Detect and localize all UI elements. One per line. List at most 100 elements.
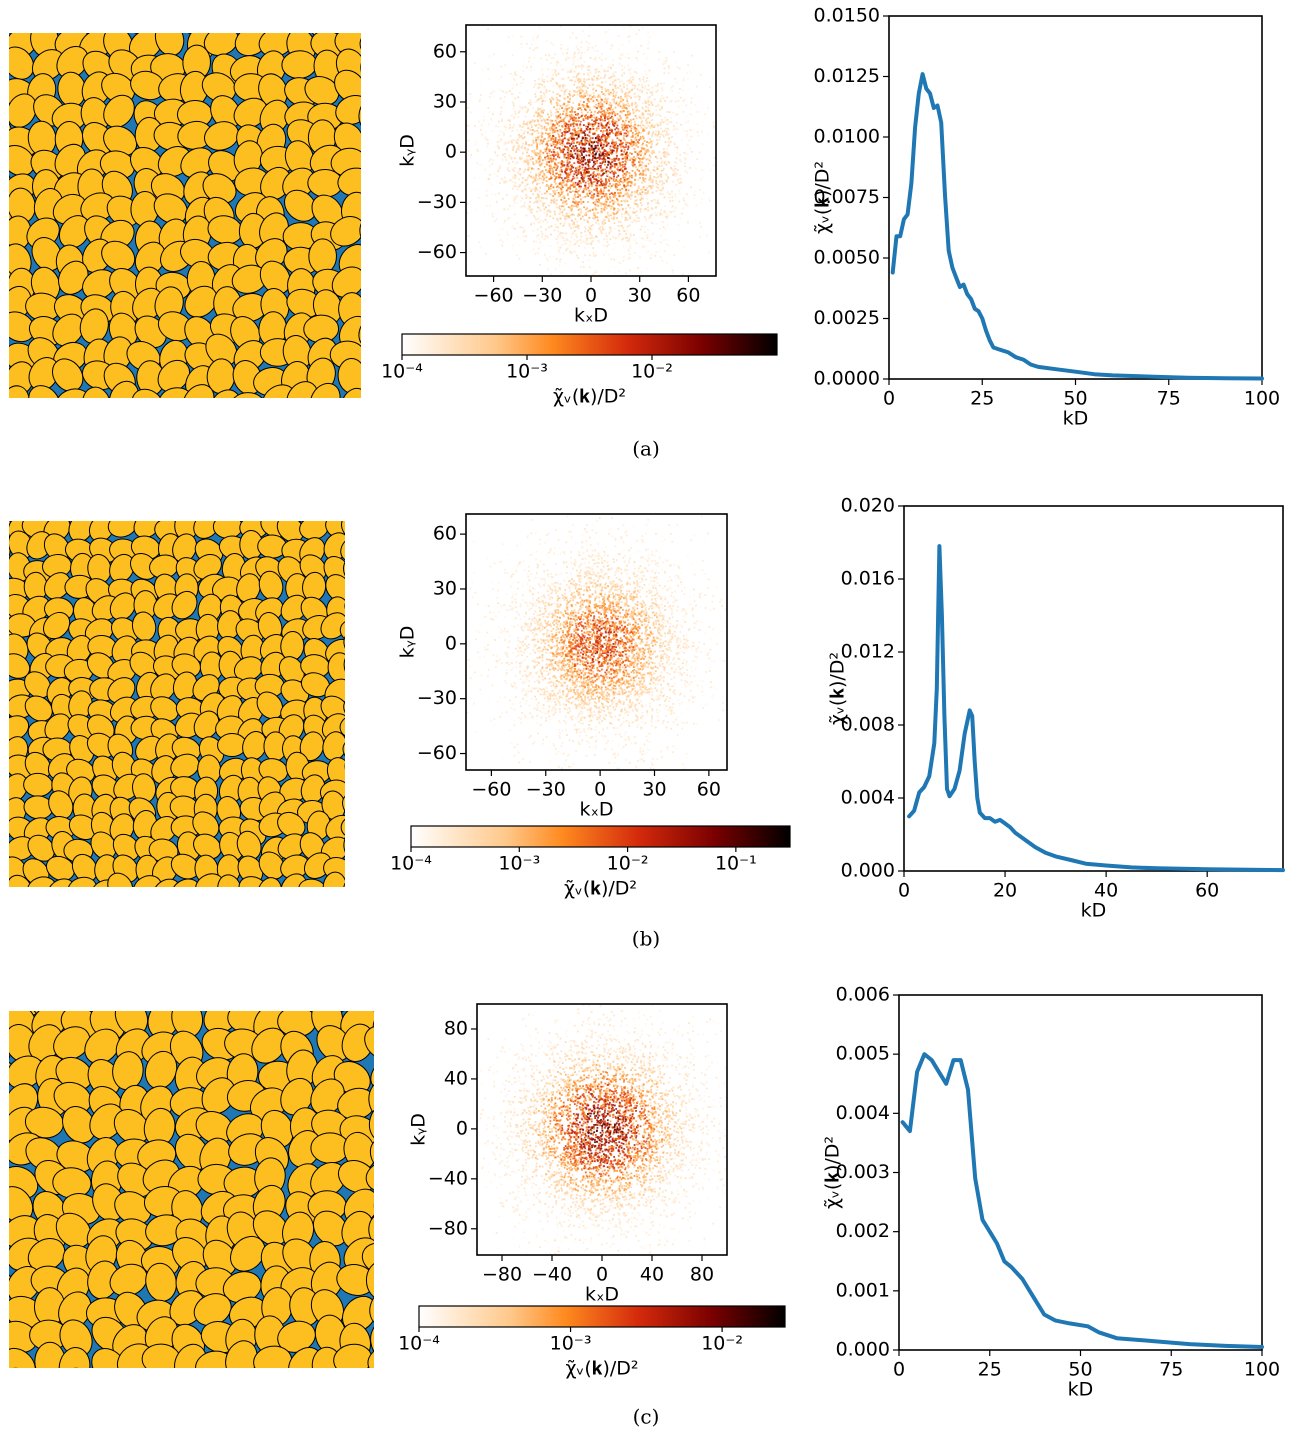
density-dot — [643, 70, 646, 73]
density-dot — [661, 180, 664, 183]
density-dot — [581, 82, 583, 85]
particle — [325, 574, 345, 603]
density-dot — [636, 132, 638, 135]
density-dot — [519, 84, 522, 87]
density-dot — [614, 164, 616, 167]
density-dot — [560, 177, 563, 179]
density-dot — [559, 258, 562, 261]
density-dot — [606, 100, 609, 103]
density-dot — [586, 194, 588, 197]
density-dot — [566, 247, 569, 250]
density-dot — [549, 172, 552, 175]
density-dot — [631, 145, 634, 148]
particle — [131, 888, 163, 923]
density-dot — [494, 151, 497, 154]
density-dot — [533, 177, 536, 180]
density-dot — [596, 200, 599, 203]
density-dot — [550, 233, 552, 236]
particle — [109, 592, 136, 621]
density-dot — [625, 250, 628, 253]
particle — [79, 0, 122, 36]
particle — [321, 491, 353, 519]
density-dot — [530, 167, 533, 170]
density-dot — [664, 119, 667, 122]
density-dot — [650, 181, 653, 183]
density-dot — [652, 131, 655, 133]
density-dot — [486, 139, 489, 142]
density-dot — [623, 150, 626, 153]
density-dot — [549, 164, 552, 167]
density-dot — [650, 187, 653, 190]
density-dot — [584, 143, 586, 146]
density-dot — [615, 198, 618, 200]
density-dot — [637, 187, 640, 190]
density-dot — [451, 173, 453, 175]
density-dot — [648, 99, 650, 102]
density-dot — [613, 193, 616, 196]
density-dot — [582, 266, 585, 269]
density-dot — [626, 53, 629, 55]
density-dot — [646, 244, 649, 247]
density-dot — [662, 182, 664, 185]
density-dot — [667, 71, 670, 74]
density-dot — [559, 25, 562, 28]
density-dot — [564, 122, 567, 124]
particle — [113, 1108, 150, 1145]
density-dot — [620, 200, 623, 203]
density-dot — [566, 151, 569, 154]
particle — [0, 568, 10, 603]
density-dot — [572, 123, 575, 126]
density-dot — [659, 122, 662, 124]
density-dot — [647, 162, 650, 165]
density-dot — [576, 202, 579, 204]
particle — [77, 1364, 125, 1408]
density-dot — [541, 175, 544, 178]
density-dot — [626, 98, 629, 101]
density-dot — [451, 168, 453, 170]
particle — [184, 285, 218, 318]
density-dot — [543, 148, 546, 151]
density-dot — [501, 178, 503, 180]
density-dot — [523, 161, 526, 163]
density-dot — [616, 147, 619, 150]
density-dot — [592, 164, 595, 167]
particle — [311, 1371, 343, 1410]
density-dot — [623, 66, 626, 69]
density-dot — [558, 147, 561, 149]
density-dot — [492, 159, 495, 162]
density-dot — [553, 229, 556, 232]
density-dot — [656, 161, 659, 164]
density-dot — [576, 141, 579, 144]
density-dot — [554, 69, 557, 72]
density-dot — [641, 26, 644, 29]
density-dot — [689, 112, 692, 115]
density-dot — [579, 88, 582, 91]
density-dot — [570, 166, 573, 169]
density-dot — [486, 194, 489, 197]
density-dot — [604, 74, 607, 77]
density-dot — [547, 259, 549, 262]
density-dot — [623, 132, 626, 135]
density-dot — [626, 21, 628, 23]
density-dot — [551, 136, 554, 139]
density-dot — [612, 123, 615, 126]
density-dot — [565, 169, 568, 172]
density-dot — [575, 45, 578, 48]
density-dot — [644, 85, 647, 87]
density-dot — [529, 158, 532, 161]
density-dot — [606, 211, 609, 214]
density-dot — [602, 203, 605, 206]
density-dot — [521, 106, 524, 109]
density-dot — [460, 212, 462, 214]
density-dot — [677, 17, 679, 19]
density-dot — [619, 183, 621, 186]
density-dot — [626, 225, 629, 228]
density-dot — [620, 96, 623, 99]
density-dot — [587, 122, 590, 125]
density-dot — [570, 184, 572, 187]
density-dot — [547, 184, 550, 187]
density-dot — [572, 166, 575, 169]
density-dot — [559, 173, 562, 176]
density-dot — [584, 214, 586, 216]
density-dot — [665, 151, 667, 154]
